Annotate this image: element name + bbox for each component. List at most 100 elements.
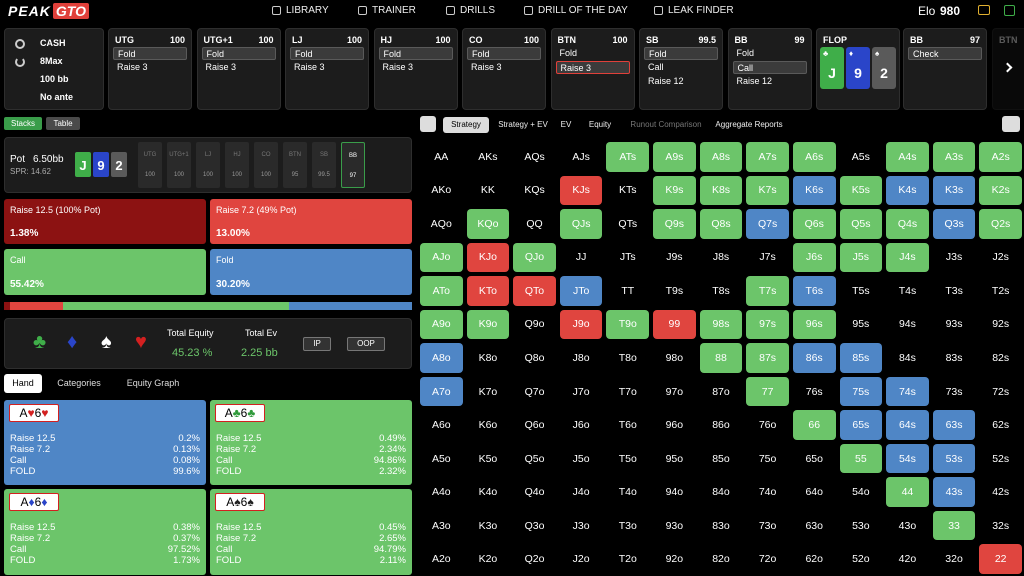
action-option[interactable]: Raise 12 [648,76,684,86]
hand-cell[interactable]: AJo [420,242,463,273]
hand-cell[interactable]: J5o [560,444,603,474]
hand-cell[interactable]: AKs [467,142,510,172]
hand-cell[interactable]: K6o [467,410,510,440]
strategy-box[interactable]: Call 55.42% [4,249,206,295]
strategy-box[interactable]: Raise 7.2 (49% Pot) 13.00% [210,199,412,244]
action-card[interactable]: UTG 100 Fold Raise 3 [108,28,192,110]
hand-cell[interactable]: KTs [606,176,649,206]
strategy-box[interactable]: Fold 30.20% [210,249,412,295]
hand-cell[interactable]: Q4o [513,477,556,507]
hand-cell[interactable]: 74s [886,376,929,407]
hand-cell[interactable]: AJs [560,142,603,172]
suit-filter[interactable]: ♠ [101,331,112,353]
hand-cell[interactable]: A9s [653,142,696,172]
hand-cell[interactable]: J9o [559,309,603,340]
hand-cell[interactable]: T2o [606,544,649,574]
action-option[interactable]: Raise 3 [294,62,325,72]
hand-cell[interactable]: 98s [699,309,743,340]
nav-item[interactable]: DRILLS [460,5,496,16]
action-card[interactable]: BB 99 Fold Call Raise 12 [727,28,812,110]
hand-cell[interactable]: J3s [933,243,976,273]
hand-cell[interactable]: A3s [932,142,976,172]
hand-cell[interactable]: J7o [560,377,603,407]
hand-cell[interactable]: JTo [559,276,603,306]
hand-cell[interactable]: 84o [700,477,743,507]
hand-cell[interactable]: 83s [933,343,976,373]
hand-cell[interactable]: J4o [560,477,603,507]
hand-tab[interactable]: Equity Graph [126,378,180,388]
hand-cell[interactable]: T6o [606,410,649,440]
hand-cell[interactable]: QTs [606,209,649,239]
hand-cell[interactable]: 64s [886,410,929,440]
grid-tab[interactable]: Runout Comparison [630,120,702,129]
action-card[interactable]: CO 100 Fold Raise 3 [462,28,546,110]
hand-tab[interactable]: Categories [57,378,101,388]
action-card[interactable]: UTG+1 100 Fold Raise 3 [196,28,281,110]
hand-cell[interactable]: 86o [700,410,743,440]
hand-cell[interactable]: 92o [653,544,696,574]
action-option[interactable]: Fold [290,47,364,60]
hand-cell[interactable]: 97s [746,309,789,340]
hand-cell[interactable]: A8o [420,343,463,373]
hand-cell[interactable]: A2s [979,142,1022,172]
nav-item[interactable]: LIBRARY [286,5,329,16]
hand-cell[interactable]: 63o [793,511,836,541]
hand-cell[interactable]: T7s [746,276,789,306]
nav-item[interactable]: LEAK FINDER [668,5,734,16]
hand-cell[interactable]: KQs [513,176,556,206]
hand-cell[interactable]: 82s [979,343,1022,373]
action-option[interactable]: Fold [378,47,453,60]
hand-cell[interactable]: QQ [513,209,556,239]
hand-cell[interactable]: 87s [746,343,789,373]
hand-cell[interactable]: QJs [559,209,603,239]
hand-cell[interactable]: 52s [979,444,1022,474]
hand-cell[interactable]: KJs [559,175,603,206]
hand-cell[interactable]: 94o [653,477,696,507]
controller-icon[interactable] [1002,116,1020,132]
hand-cell[interactable]: Q3s [932,209,976,239]
view-tab[interactable]: Stacks [4,117,42,130]
hand-cell[interactable]: Q8s [699,209,743,239]
grid-tab[interactable]: Strategy + EV [498,120,548,129]
hand-cell[interactable]: 55 [839,443,883,474]
hand-cell[interactable]: 96o [653,410,696,440]
hand-cell[interactable]: Q3o [513,511,556,541]
player-toggle[interactable]: IP [303,337,331,351]
hand-cell[interactable]: J4s [886,242,929,273]
hand-cell[interactable]: 42s [979,477,1022,507]
hand-cell[interactable]: KTo [466,276,510,306]
hand-cell[interactable]: ATo [420,276,463,306]
hand-cell[interactable]: Q8o [513,343,556,373]
hand-cell[interactable]: 66 [792,410,836,440]
hand-cell[interactable]: J9s [653,243,696,273]
hand-cell[interactable]: A9o [420,309,463,340]
hand-cell[interactable]: 54s [886,443,929,474]
view-tab[interactable]: Table [46,117,80,130]
hand-cell[interactable]: KJo [466,242,510,273]
refresh-icon[interactable] [15,57,25,67]
hand-cell[interactable]: J8s [700,243,743,273]
hand-cell[interactable]: K8o [467,343,510,373]
hand-cell[interactable]: 72o [746,544,789,574]
hand-cell[interactable]: A6o [420,410,463,440]
hand-cell[interactable]: A8s [699,142,743,172]
action-option[interactable]: Raise 3 [117,62,148,72]
action-option[interactable]: Check [908,47,982,60]
hand-cell[interactable]: QTo [513,276,556,306]
hand-cell[interactable]: K2s [979,175,1022,206]
hand-cell[interactable]: J2o [560,544,603,574]
hand-cell[interactable]: T2s [979,276,1022,306]
hand-cell[interactable]: Q2s [979,209,1022,239]
hand-cell[interactable]: 62s [979,410,1022,440]
hand-cell[interactable]: A2o [420,544,463,574]
action-option[interactable]: Fold [201,47,276,60]
hand-cell[interactable]: 54o [840,477,883,507]
layout-toggle[interactable] [420,116,436,132]
action-option[interactable]: Raise 12 [736,76,773,86]
hand-cell[interactable]: Q7s [746,209,789,239]
hand-cell[interactable]: 52o [840,544,883,574]
hand-cell[interactable]: T7o [606,377,649,407]
hand-cell[interactable]: TT [606,276,649,306]
player-toggle[interactable]: OOP [347,337,385,351]
hand-cell[interactable]: T9s [653,276,696,306]
